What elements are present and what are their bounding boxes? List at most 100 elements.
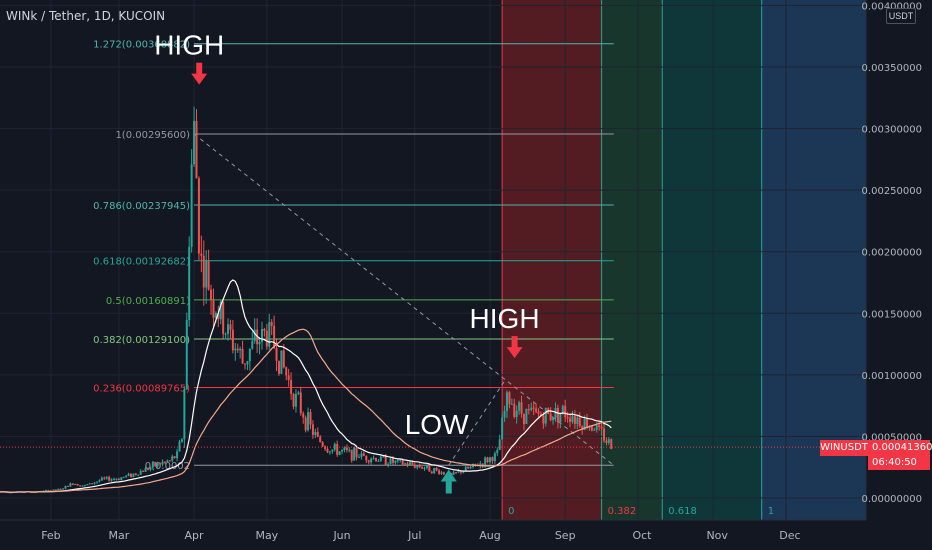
candle-body <box>324 446 327 449</box>
candle-body <box>578 417 581 427</box>
candle-body <box>544 408 547 424</box>
fib-level-label: 0(0.0002 <box>145 461 190 472</box>
candle-body <box>248 348 251 362</box>
candle-body <box>309 412 312 425</box>
candle-body <box>127 473 130 476</box>
candle-body <box>241 348 244 364</box>
candle-body <box>341 449 344 452</box>
candle-body <box>193 120 196 165</box>
candle-body <box>231 329 234 351</box>
candle-body <box>515 410 518 418</box>
candle-body <box>290 380 293 394</box>
candle-body <box>581 426 584 430</box>
candle-body <box>287 375 290 381</box>
candle-body <box>462 470 465 473</box>
candle-body <box>263 329 266 331</box>
candle-body <box>244 363 247 365</box>
y-tick-label: 0.00150000 <box>862 309 922 320</box>
candle-body <box>535 408 538 412</box>
candle-body <box>239 348 242 351</box>
candle-body <box>469 466 472 469</box>
candle-body <box>282 350 285 368</box>
candle-body <box>416 465 419 468</box>
candle-body <box>185 320 188 390</box>
candle-body <box>122 476 125 478</box>
candle-body <box>532 407 535 409</box>
y-tick-label: 0.00300000 <box>862 125 922 136</box>
candle-body <box>207 260 210 290</box>
candle-body <box>183 389 186 440</box>
candle-body <box>333 443 336 450</box>
candle-body <box>442 472 445 475</box>
candle-body <box>151 462 154 468</box>
fib-level-label: 1.272(0.00368882) <box>93 40 190 51</box>
candle-body <box>384 456 387 466</box>
candle-body <box>350 449 353 461</box>
candle-body <box>358 456 361 458</box>
candle-body <box>406 463 409 466</box>
candle-body <box>156 463 159 467</box>
x-tick-label: Oct <box>632 529 652 542</box>
candle-body <box>149 467 152 470</box>
candle-body <box>430 471 433 474</box>
candle-body <box>166 460 169 462</box>
x-tick-label: Nov <box>706 529 728 542</box>
candle-body <box>503 410 506 418</box>
candle-body <box>304 417 307 431</box>
candle-body <box>105 477 108 479</box>
candle-body <box>200 253 203 256</box>
currency-badge[interactable]: USDT <box>886 8 916 24</box>
candle-body <box>552 417 555 421</box>
annotation-label: LOW <box>405 409 469 440</box>
candle-body <box>493 453 496 462</box>
candle-body <box>86 484 89 486</box>
candle-body <box>505 392 508 411</box>
candle-body <box>374 457 377 462</box>
x-tick-label: Aug <box>479 529 500 542</box>
candle-body <box>539 413 542 416</box>
candle-body <box>321 442 324 447</box>
candle-body <box>69 483 72 487</box>
candle-body <box>362 453 365 456</box>
candle-body <box>404 463 407 465</box>
candle-body <box>389 458 392 464</box>
candle-body <box>319 436 322 443</box>
candle-body <box>549 413 552 421</box>
candle-body <box>525 409 528 424</box>
candle-body <box>338 451 341 455</box>
candle-body <box>8 492 11 494</box>
candle-body <box>224 333 227 335</box>
candle-body <box>569 418 572 422</box>
candle-body <box>83 485 86 487</box>
annotation-label: HIGH <box>470 303 540 334</box>
y-tick-label: 0.00100000 <box>862 371 922 382</box>
candle-body <box>428 464 431 472</box>
candle-body <box>394 460 397 463</box>
candle-body <box>292 393 295 407</box>
candle-body <box>142 471 145 473</box>
candle-body <box>246 361 249 365</box>
candle-body <box>49 490 52 492</box>
candle-body <box>285 367 288 376</box>
fib-time-zone-0.618 <box>662 0 762 520</box>
candle-body <box>176 451 179 459</box>
candle-body <box>459 470 462 473</box>
candle-body <box>411 462 414 465</box>
candle-body <box>210 289 213 300</box>
candle-body <box>328 451 331 453</box>
candle-body <box>527 409 530 411</box>
candle-body <box>139 471 142 475</box>
candle-body <box>571 416 574 422</box>
candle-body <box>88 483 91 485</box>
candle-body <box>66 485 69 487</box>
candle-body <box>367 460 370 463</box>
candle-body <box>103 477 106 479</box>
candle-body <box>418 465 421 468</box>
fib-time-zone-0 <box>502 0 602 520</box>
candle-body <box>275 348 278 361</box>
arrow-up-icon <box>440 469 457 482</box>
candle-body <box>178 441 181 452</box>
y-tick-label: 0.00200000 <box>862 248 922 259</box>
fib-time-zone-label: 1 <box>768 506 774 517</box>
